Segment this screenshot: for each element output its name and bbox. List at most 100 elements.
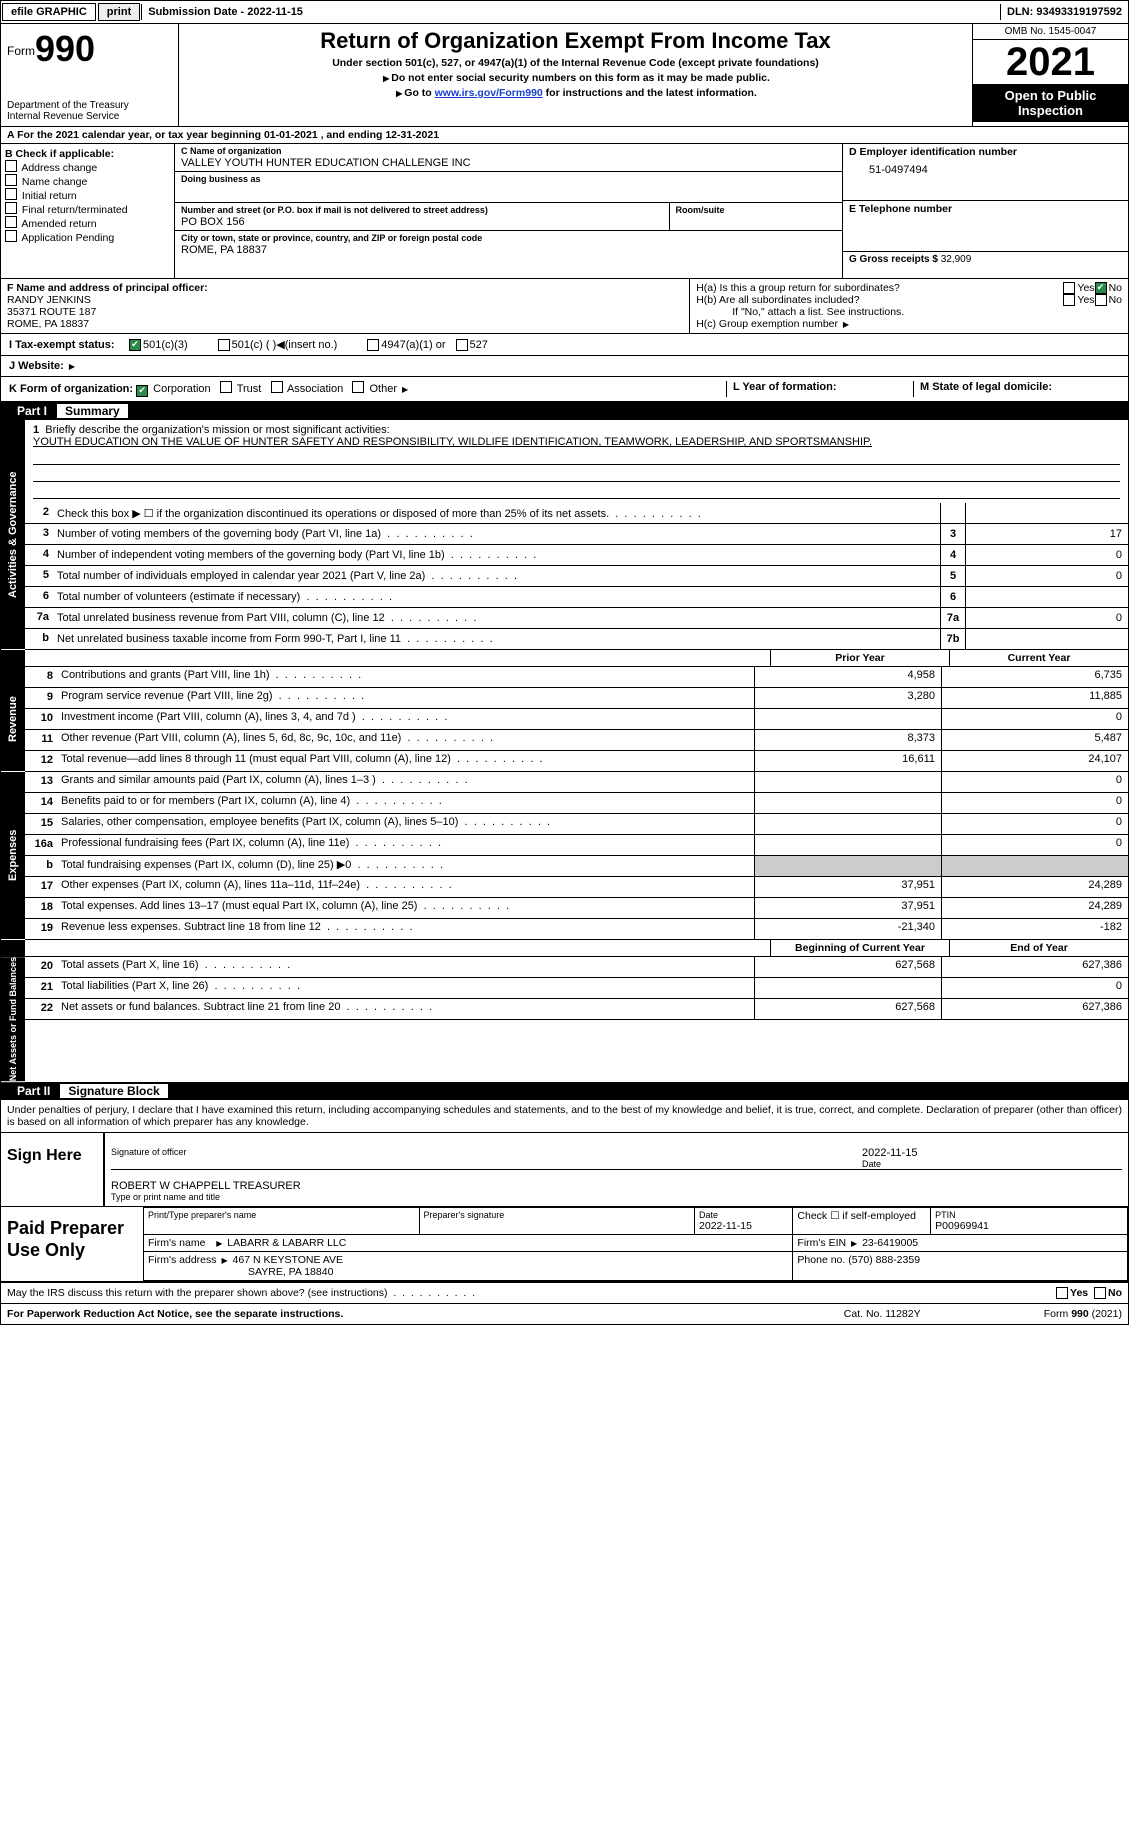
summary-line-7a: 7aTotal unrelated business revenue from … [25,608,1128,629]
mission-text: YOUTH EDUCATION ON THE VALUE OF HUNTER S… [33,436,872,448]
header-middle: Return of Organization Exempt From Incom… [179,24,972,126]
col-c: C Name of organization VALLEY YOUTH HUNT… [175,144,842,278]
paid-preparer-block: Paid Preparer Use Only Print/Type prepar… [1,1207,1128,1283]
addr-lbl: Number and street (or P.O. box if mail i… [181,205,663,215]
net-header: Beginning of Current Year End of Year [1,940,1128,957]
omb-number: OMB No. 1545-0047 [973,24,1128,40]
officer-city: ROME, PA 18837 [7,318,89,330]
header-left: Form990 Department of the Treasury Inter… [1,24,179,126]
revenue-section: Revenue 8Contributions and grants (Part … [1,667,1128,772]
net-assets-section: Net Assets or Fund Balances 20Total asse… [1,957,1128,1082]
firm-ein: 23-6419005 [862,1237,918,1249]
h-group: H(a) Is this a group return for subordin… [690,279,1128,333]
l-year: L Year of formation: [726,381,913,397]
street-address: PO BOX 156 [181,215,663,228]
line-21: 21Total liabilities (Part X, line 26)0 [25,978,1128,999]
g-gross-lbl: G Gross receipts $ [849,254,938,265]
m-state: M State of legal domicile: [913,381,1120,397]
firm-phone: (570) 888-2359 [848,1254,920,1266]
b-checkbox[interactable] [5,160,17,172]
line-12: 12Total revenue—add lines 8 through 11 (… [25,751,1128,772]
subtitle-2: Do not enter social security numbers on … [391,72,770,84]
501c-check[interactable] [218,339,230,351]
line-22: 22Net assets or fund balances. Subtract … [25,999,1128,1020]
open-to-public: Open to PublicInspection [973,84,1128,122]
hb-no[interactable] [1095,294,1107,306]
ha-no[interactable]: ✔ [1095,282,1107,294]
line-8: 8Contributions and grants (Part VIII, li… [25,667,1128,688]
page-footer: For Paperwork Reduction Act Notice, see … [1,1304,1128,1324]
d-ein-lbl: D Employer identification number [849,146,1122,158]
sign-here-label: Sign Here [1,1133,103,1206]
form-title: Return of Organization Exempt From Incom… [185,28,966,54]
e-phone-lbl: E Telephone number [849,203,1122,215]
form-990-page: efile GRAPHIC print Submission Date - 20… [0,0,1129,1325]
trust-check[interactable] [220,381,232,393]
b-checkbox[interactable] [5,202,17,214]
4947-check[interactable] [367,339,379,351]
discuss-yes[interactable] [1056,1287,1068,1299]
dba-lbl: Doing business as [181,174,836,184]
submission-date: Submission Date - 2022-11-15 [141,4,309,20]
self-emp: Check ☐ if self-employed [797,1210,916,1222]
pra-notice: For Paperwork Reduction Act Notice, see … [7,1308,844,1320]
gross-receipts: 32,909 [941,254,972,265]
b-checkbox[interactable] [5,174,17,186]
prep-date: 2022-11-15 [699,1220,752,1232]
perjury-statement: Under penalties of perjury, I declare th… [1,1100,1128,1132]
current-year-hdr: Current Year [949,650,1128,666]
f-officer: F Name and address of principal officer:… [1,279,690,333]
side-ag: Activities & Governance [1,420,25,650]
summary-line-4: 4Number of independent voting members of… [25,545,1128,566]
line-b: bTotal fundraising expenses (Part IX, co… [25,856,1128,877]
assoc-check[interactable] [271,381,283,393]
paid-prep-label: Paid Preparer Use Only [1,1207,143,1281]
discuss-no[interactable] [1094,1287,1106,1299]
side-exp: Expenses [1,772,25,940]
officer-print-name: ROBERT W CHAPPELL TREASURER [111,1180,1122,1192]
row-fh: F Name and address of principal officer:… [1,279,1128,334]
other-check[interactable] [352,381,364,393]
row-k-org: K Form of organization: ✔ Corporation Tr… [1,377,1128,402]
line-16a: 16aProfessional fundraising fees (Part I… [25,835,1128,856]
line-10: 10Investment income (Part VIII, column (… [25,709,1128,730]
print-button[interactable]: print [98,3,140,21]
cat-no: Cat. No. 11282Y [844,1308,1044,1320]
irs-link[interactable]: www.irs.gov/Form990 [435,87,543,99]
b-checkbox[interactable] [5,230,17,242]
form-number: 990 [35,28,95,69]
summary-line-2: 2Check this box ▶ ☐ if the organization … [25,503,1128,524]
line-1-mission: 1 Briefly describe the organization's mi… [25,420,1128,503]
firm-addr1: 467 N KEYSTONE AVE [233,1254,344,1266]
b-checkbox[interactable] [5,188,17,200]
header-right: OMB No. 1545-0047 2021 Open to PublicIns… [972,24,1128,126]
part1-header: Part ISummary [1,402,1128,420]
efile-label: efile GRAPHIC [2,3,96,21]
boy-hdr: Beginning of Current Year [770,940,949,956]
summary-line-5: 5Total number of individuals employed in… [25,566,1128,587]
527-check[interactable] [456,339,468,351]
subtitle-3b: for instructions and the latest informat… [543,87,757,99]
prior-year-hdr: Prior Year [770,650,949,666]
ha-yes[interactable] [1063,282,1075,294]
expenses-section: Expenses 13Grants and similar amounts pa… [1,772,1128,940]
line-9: 9Program service revenue (Part VIII, lin… [25,688,1128,709]
part2-header: Part IISignature Block [1,1082,1128,1100]
hb-yes[interactable] [1063,294,1075,306]
corp-check[interactable]: ✔ [136,385,148,397]
line-18: 18Total expenses. Add lines 13–17 (must … [25,898,1128,919]
preparer-table: Print/Type preparer's name Preparer's si… [143,1207,1128,1281]
line-11: 11Other revenue (Part VIII, column (A), … [25,730,1128,751]
row-a-period: A For the 2021 calendar year, or tax yea… [1,127,1128,144]
line-20: 20Total assets (Part X, line 16)627,5686… [25,957,1128,978]
summary-line-3: 3Number of voting members of the governi… [25,524,1128,545]
dln: DLN: 93493319197592 [1000,4,1128,20]
form-ref: Form 990 (2021) [1044,1308,1122,1320]
summary-line-6: 6Total number of volunteers (estimate if… [25,587,1128,608]
line-15: 15Salaries, other compensation, employee… [25,814,1128,835]
summary-line-b: bNet unrelated business taxable income f… [25,629,1128,650]
subtitle-1: Under section 501(c), 527, or 4947(a)(1)… [185,57,966,69]
501c3-check[interactable]: ✔ [129,339,141,351]
b-checkbox[interactable] [5,216,17,228]
side-rev: Revenue [1,667,25,772]
